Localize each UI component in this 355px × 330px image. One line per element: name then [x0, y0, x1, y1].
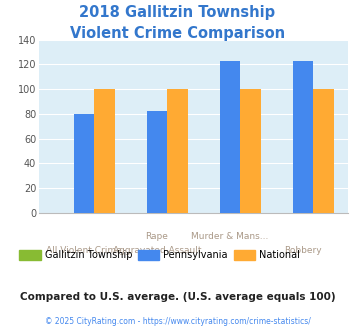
Text: © 2025 CityRating.com - https://www.cityrating.com/crime-statistics/: © 2025 CityRating.com - https://www.city…	[45, 317, 310, 326]
Bar	[147, 112, 167, 213]
Text: Violent Crime Comparison: Violent Crime Comparison	[70, 26, 285, 41]
Text: Aggravated Assault: Aggravated Assault	[113, 246, 201, 255]
Text: Robbery: Robbery	[284, 246, 322, 255]
Bar	[220, 61, 240, 213]
Bar	[293, 61, 313, 213]
Text: Rape: Rape	[146, 232, 168, 241]
Legend: Gallitzin Township, Pennsylvania, National: Gallitzin Township, Pennsylvania, Nation…	[16, 246, 304, 264]
Bar	[73, 114, 94, 213]
Bar	[94, 89, 115, 213]
Bar	[313, 89, 334, 213]
Text: 2018 Gallitzin Township: 2018 Gallitzin Township	[80, 5, 275, 20]
Bar	[167, 89, 188, 213]
Text: Compared to U.S. average. (U.S. average equals 100): Compared to U.S. average. (U.S. average …	[20, 292, 335, 302]
Text: All Violent Crime: All Violent Crime	[46, 246, 122, 255]
Text: Murder & Mans...: Murder & Mans...	[191, 232, 269, 241]
Bar	[240, 89, 261, 213]
